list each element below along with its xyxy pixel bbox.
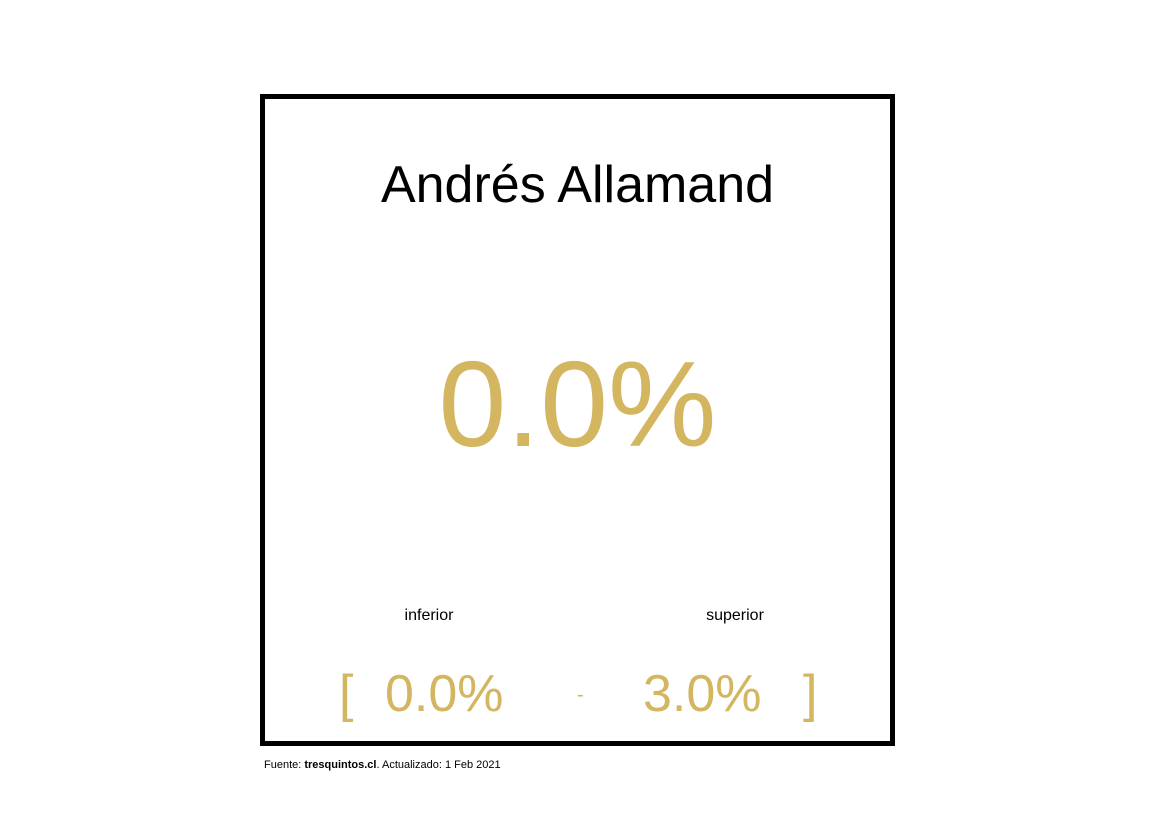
candidate-name: Andrés Allamand bbox=[380, 156, 775, 214]
range-close-bracket: ] bbox=[803, 665, 818, 723]
source-footnote: Fuente: tresquintos.cl. Actualizado: 1 F… bbox=[264, 758, 501, 772]
range-separator: - bbox=[577, 684, 584, 706]
lower-bound-value: 0.0% bbox=[385, 665, 504, 723]
upper-bound-label: superior bbox=[706, 607, 764, 624]
source-updated: . Actualizado: 1 Feb 2021 bbox=[376, 759, 501, 771]
range-open-bracket: [ bbox=[339, 665, 354, 723]
source-prefix: Fuente: bbox=[264, 759, 305, 771]
candidate-card: Andrés Allamand 0.0% inferior superior [… bbox=[260, 94, 895, 746]
main-percentage: 0.0% bbox=[438, 336, 717, 472]
upper-bound-value: 3.0% bbox=[643, 665, 762, 723]
source-site: tresquintos.cl bbox=[304, 759, 377, 771]
lower-bound-label: inferior bbox=[404, 607, 454, 624]
